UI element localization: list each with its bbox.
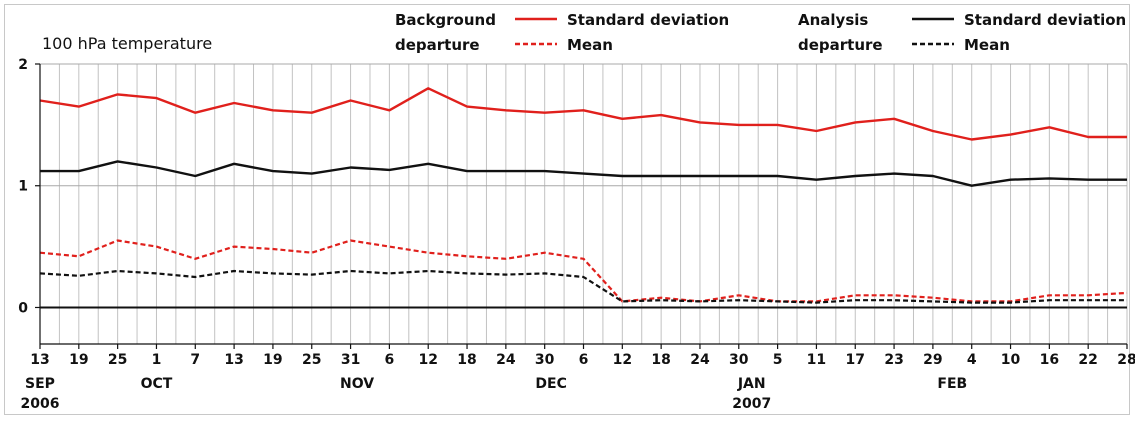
month-label: NOV [340,376,374,392]
x-tick-label: 10 [1001,352,1021,368]
series-line-2 [39,239,1128,303]
x-tick-label: 13 [30,352,49,368]
legend-entry-label: Mean [964,36,1010,54]
month-label: JAN [737,376,766,392]
x-tick-label: 31 [341,352,360,368]
x-tick-label: 17 [846,352,865,368]
x-tick-label: 19 [69,352,88,368]
series-line-1 [39,87,1127,141]
legend-entry-label: Mean [567,36,613,54]
x-tick-label: 4 [967,352,977,368]
month-label: DEC [535,376,566,392]
x-tick-label: 1 [152,352,162,368]
legend: 100 hPa temperature Background departure An… [42,11,1126,54]
x-tick-label: 6 [385,352,395,368]
y-tick-label: 0 [18,300,28,316]
legend-group-label: Background [395,11,496,29]
month-label: SEP [25,376,55,392]
x-tick-label: 25 [108,352,127,368]
x-tick-label: 23 [884,352,903,368]
x-tick-label: 30 [535,352,555,368]
series-line-4 [39,269,1127,304]
x-tick-label: 5 [773,352,783,368]
x-tick-label: 13 [224,352,243,368]
legend-entry-label: Standard deviation [567,11,729,29]
x-tick-label: 18 [651,352,670,368]
legend-group-label: Analysis [798,11,868,29]
grid [39,63,1128,344]
x-tick-label: 24 [496,352,516,368]
year-label: 2006 [21,396,60,412]
x-tick-label: 16 [1040,352,1059,368]
month-label: OCT [141,376,173,392]
x-tick-label: 30 [729,352,749,368]
x-tick-label: 7 [190,352,200,368]
series-line-3 [40,160,1127,187]
month-label: FEB [937,376,967,392]
figure-border [4,4,1130,415]
x-tick-label: 28 [1117,352,1135,368]
legend-entry-label: Standard deviation [964,11,1126,29]
legend-group-label: departure [395,36,480,54]
x-tick-label: 12 [418,352,437,368]
series-group [39,87,1128,304]
x-tick-label: 18 [457,352,476,368]
y-tick-label: 2 [18,57,28,73]
x-tick-label: 29 [923,352,942,368]
x-tick-label: 25 [302,352,321,368]
x-tick-label: 12 [613,352,632,368]
year-label: 2007 [732,396,771,412]
y-tick-label: 1 [18,179,28,195]
x-tick-label: 6 [579,352,589,368]
x-tick-label: 22 [1078,352,1097,368]
legend-group-label: departure [798,36,883,54]
chart-title: 100 hPa temperature [42,34,212,53]
x-tick-label: 24 [690,352,710,368]
x-tick-label: 11 [807,352,826,368]
x-tick-label: 19 [263,352,282,368]
